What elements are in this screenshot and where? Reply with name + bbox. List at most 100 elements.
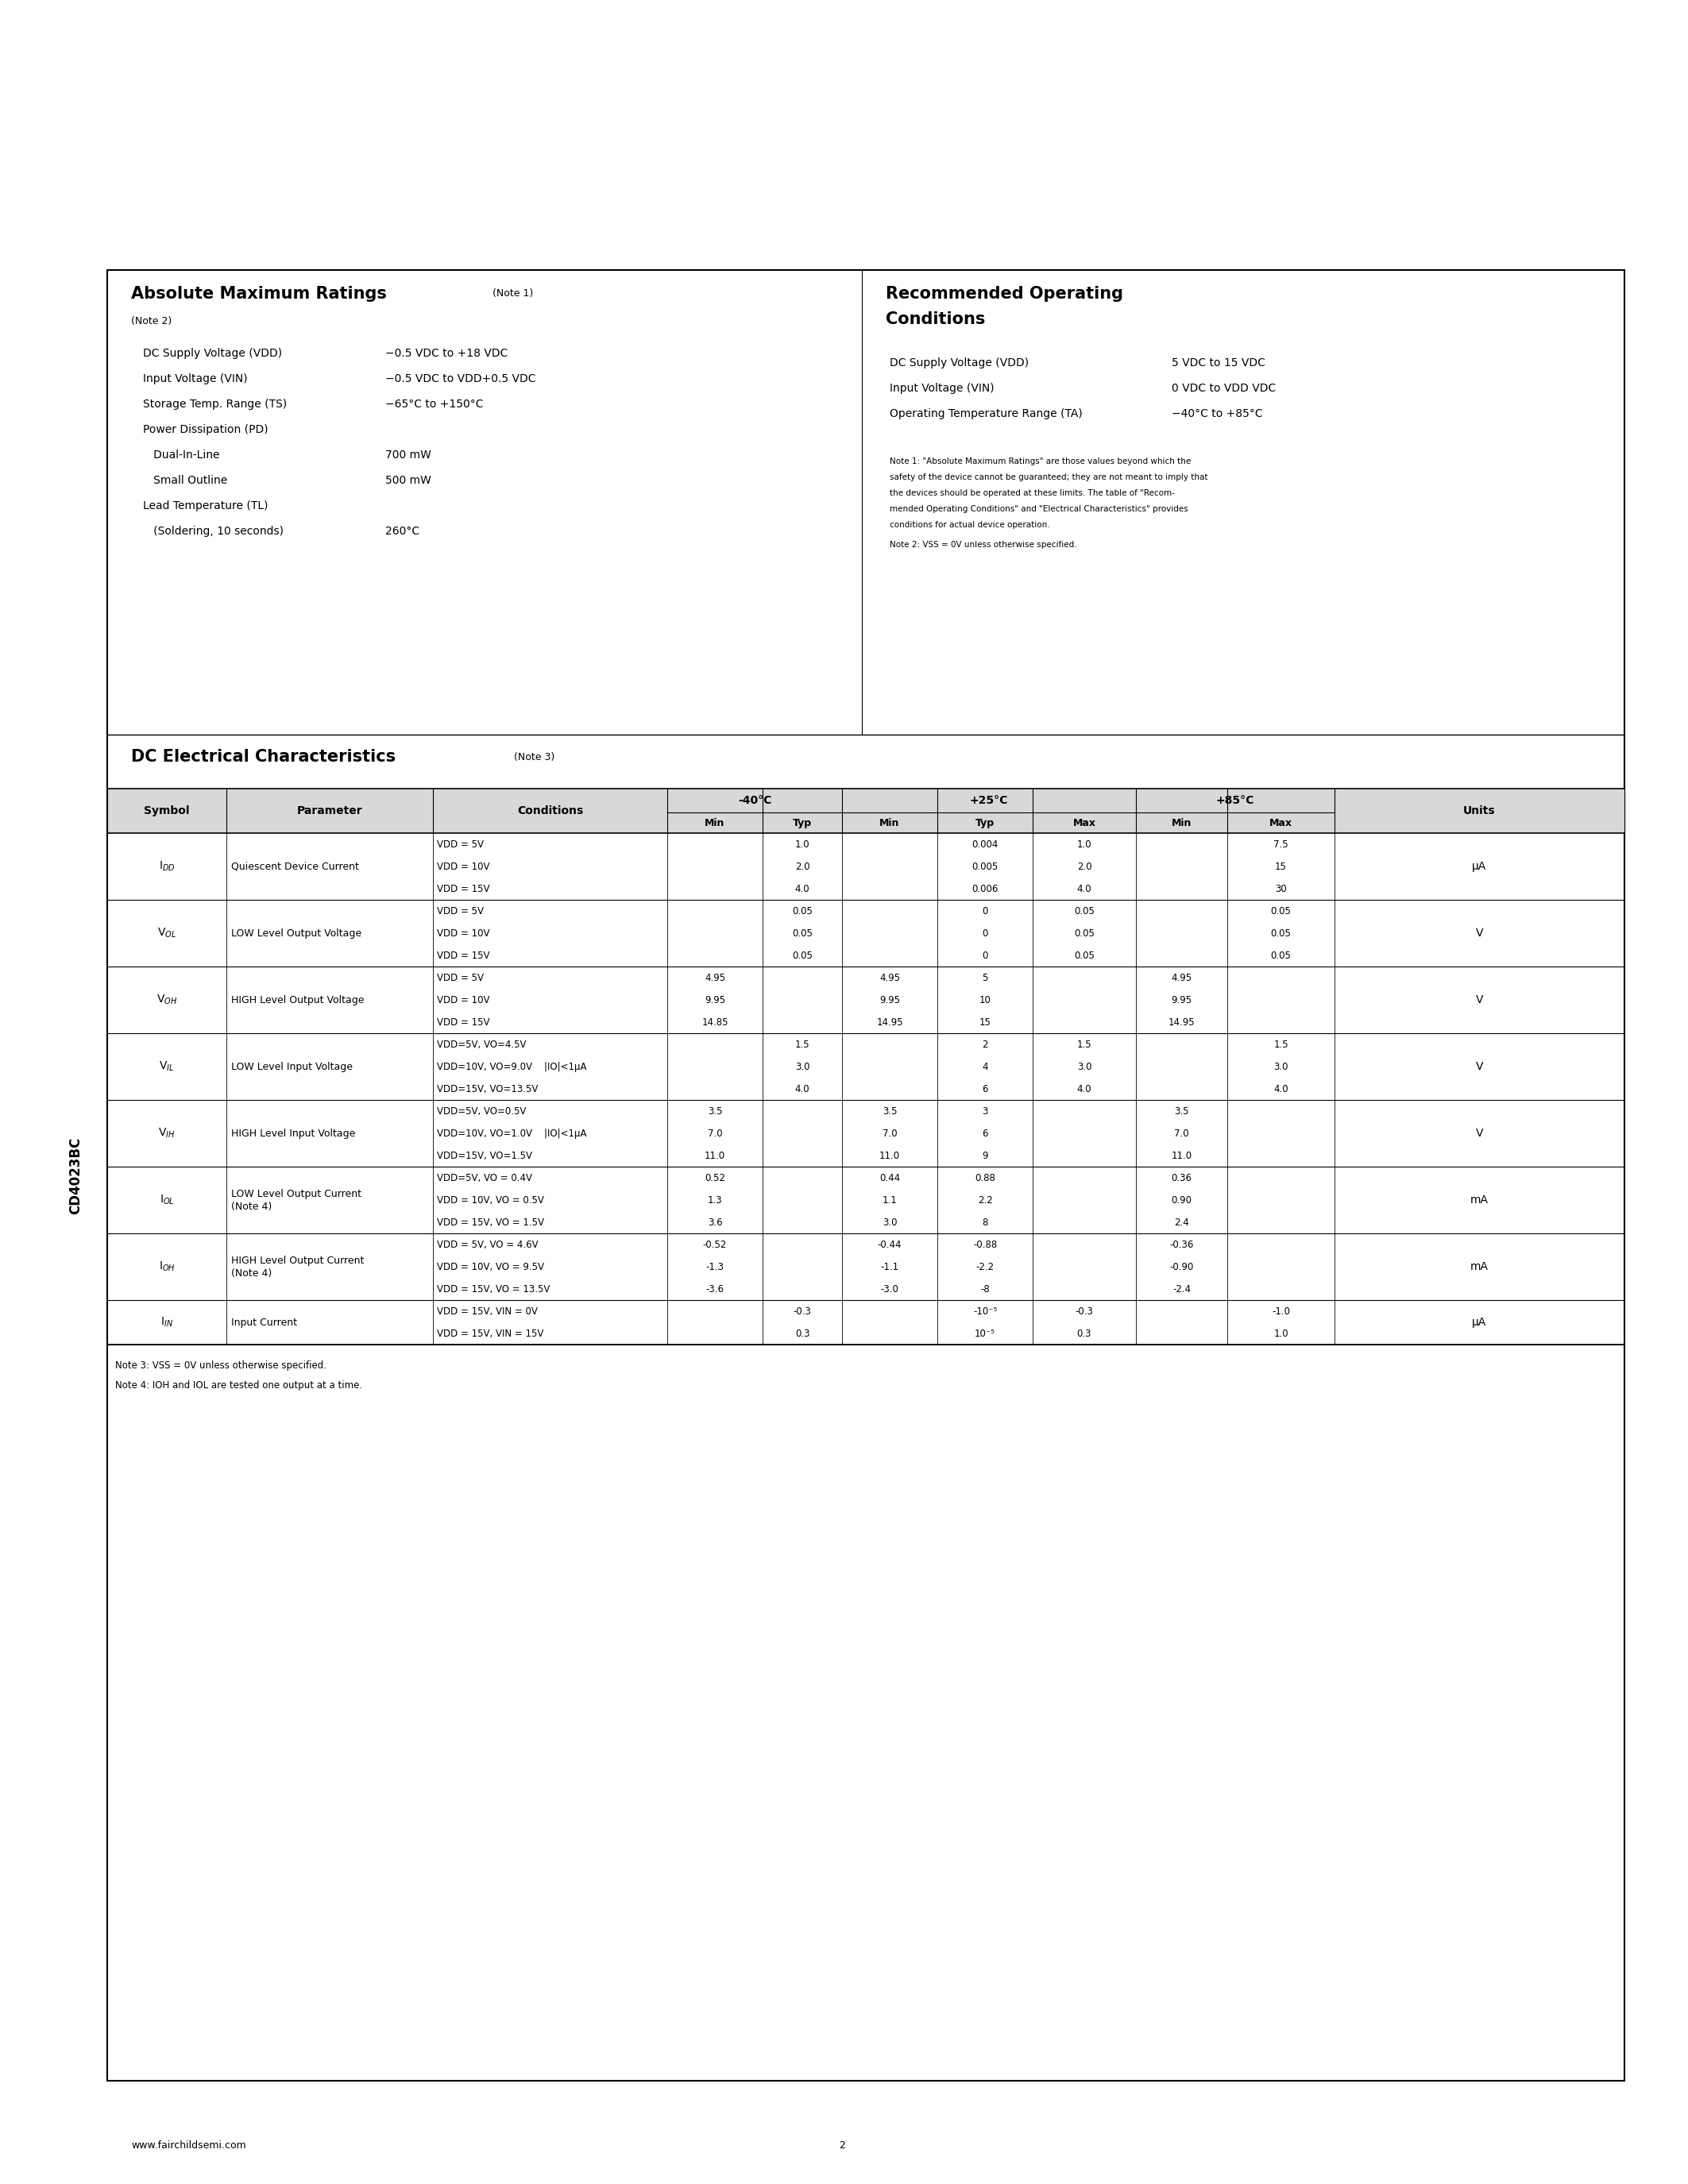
Text: VDD = 15V, VIN = 0V: VDD = 15V, VIN = 0V: [437, 1306, 538, 1317]
Text: 3.0: 3.0: [883, 1216, 896, 1227]
Text: -3.0: -3.0: [881, 1284, 898, 1295]
Text: Operating Temperature Range (TA): Operating Temperature Range (TA): [890, 408, 1082, 419]
Text: 4.0: 4.0: [795, 885, 810, 893]
Text: Note 2: VSS = 0V unless otherwise specified.: Note 2: VSS = 0V unless otherwise specif…: [890, 542, 1077, 548]
Text: 3.6: 3.6: [707, 1216, 722, 1227]
Text: VDD = 15V: VDD = 15V: [437, 1018, 490, 1026]
Text: 11.0: 11.0: [1171, 1151, 1192, 1160]
Text: 2.0: 2.0: [795, 860, 810, 871]
Text: 7.0: 7.0: [883, 1129, 896, 1138]
Text: Power Dissipation (PD): Power Dissipation (PD): [143, 424, 268, 435]
Text: 1.5: 1.5: [1273, 1040, 1288, 1051]
Text: conditions for actual device operation.: conditions for actual device operation.: [890, 522, 1050, 529]
Text: VDD = 10V: VDD = 10V: [437, 928, 490, 939]
Text: Input Voltage (VIN): Input Voltage (VIN): [143, 373, 248, 384]
Text: Min: Min: [879, 817, 900, 828]
Text: VDD = 10V: VDD = 10V: [437, 994, 490, 1005]
Text: 700 mW: 700 mW: [385, 450, 430, 461]
Text: 2.2: 2.2: [977, 1195, 993, 1206]
Text: (Note 4): (Note 4): [231, 1269, 272, 1278]
Text: Typ: Typ: [976, 817, 994, 828]
Text: -0.3: -0.3: [1075, 1306, 1094, 1317]
Text: 260°C: 260°C: [385, 526, 420, 537]
Text: 8: 8: [982, 1216, 987, 1227]
Text: V$_{OH}$: V$_{OH}$: [157, 994, 177, 1007]
Text: 0: 0: [982, 906, 987, 915]
Text: Recommended Operating: Recommended Operating: [886, 286, 1123, 301]
Text: Max: Max: [1074, 817, 1096, 828]
Text: VDD=15V, VO=1.5V: VDD=15V, VO=1.5V: [437, 1151, 532, 1160]
Text: 10: 10: [979, 994, 991, 1005]
Text: HIGH Level Output Current: HIGH Level Output Current: [231, 1256, 365, 1265]
Text: 3.5: 3.5: [1175, 1105, 1188, 1116]
Text: V: V: [1475, 1061, 1484, 1072]
Text: 9.95: 9.95: [1171, 994, 1192, 1005]
Text: CD4023BC: CD4023BC: [68, 1138, 83, 1214]
Text: VDD = 15V, VIN = 15V: VDD = 15V, VIN = 15V: [437, 1328, 544, 1339]
Text: 1.5: 1.5: [1077, 1040, 1092, 1051]
Text: 11.0: 11.0: [879, 1151, 900, 1160]
Text: 9.95: 9.95: [879, 994, 900, 1005]
Text: 0.90: 0.90: [1171, 1195, 1192, 1206]
Text: 0.88: 0.88: [974, 1173, 996, 1184]
Text: V: V: [1475, 994, 1484, 1005]
Text: (Note 4): (Note 4): [231, 1201, 272, 1212]
Text: I$_{DD}$: I$_{DD}$: [159, 860, 176, 874]
Text: 10⁻⁵: 10⁻⁵: [974, 1328, 996, 1339]
Text: VDD=10V, VO=9.0V    |IO|<1μA: VDD=10V, VO=9.0V |IO|<1μA: [437, 1061, 587, 1072]
Text: +25°C: +25°C: [969, 795, 1008, 806]
Text: 9.95: 9.95: [704, 994, 726, 1005]
Text: 0 VDC to VDD VDC: 0 VDC to VDD VDC: [1171, 382, 1276, 393]
Text: HIGH Level Input Voltage: HIGH Level Input Voltage: [231, 1129, 356, 1138]
Text: 4.95: 4.95: [1171, 972, 1192, 983]
Text: VDD = 5V, VO = 4.6V: VDD = 5V, VO = 4.6V: [437, 1238, 538, 1249]
Text: Conditions: Conditions: [517, 806, 582, 817]
Text: Units: Units: [1463, 806, 1496, 817]
Text: 15: 15: [979, 1018, 991, 1026]
Text: 0.44: 0.44: [879, 1173, 900, 1184]
Text: (Note 1): (Note 1): [493, 288, 533, 299]
Text: -2.2: -2.2: [976, 1262, 994, 1271]
Text: +85°C: +85°C: [1215, 795, 1254, 806]
Text: (Soldering, 10 seconds): (Soldering, 10 seconds): [143, 526, 284, 537]
Text: 2.0: 2.0: [1077, 860, 1092, 871]
Text: VDD = 5V: VDD = 5V: [437, 906, 484, 915]
Text: Lead Temperature (TL): Lead Temperature (TL): [143, 500, 268, 511]
Text: DC Supply Voltage (VDD): DC Supply Voltage (VDD): [890, 358, 1028, 369]
Text: VDD=15V, VO=13.5V: VDD=15V, VO=13.5V: [437, 1083, 538, 1094]
Text: 0.05: 0.05: [792, 928, 812, 939]
Text: I$_{IN}$: I$_{IN}$: [160, 1315, 174, 1328]
Text: 1.3: 1.3: [707, 1195, 722, 1206]
Text: Symbol: Symbol: [143, 806, 189, 817]
Text: 0.3: 0.3: [795, 1328, 810, 1339]
Text: VDD = 10V, VO = 9.5V: VDD = 10V, VO = 9.5V: [437, 1262, 544, 1271]
Text: -0.90: -0.90: [1170, 1262, 1193, 1271]
Text: μA: μA: [1472, 860, 1487, 871]
Bar: [108, 788, 1624, 832]
Text: 15: 15: [1274, 860, 1286, 871]
Text: 1.0: 1.0: [1273, 1328, 1288, 1339]
Text: -1.3: -1.3: [706, 1262, 724, 1271]
Text: 30: 30: [1274, 885, 1286, 893]
Text: -1.0: -1.0: [1271, 1306, 1290, 1317]
Text: -40°C: -40°C: [738, 795, 771, 806]
Text: VDD = 5V: VDD = 5V: [437, 839, 484, 850]
Text: Min: Min: [1171, 817, 1192, 828]
Text: 0.36: 0.36: [1171, 1173, 1192, 1184]
Text: 4.0: 4.0: [1077, 1083, 1092, 1094]
Text: I$_{OH}$: I$_{OH}$: [159, 1260, 176, 1273]
Text: LOW Level Output Current: LOW Level Output Current: [231, 1188, 361, 1199]
Text: 3.0: 3.0: [1077, 1061, 1092, 1072]
Text: 1.5: 1.5: [795, 1040, 810, 1051]
Text: Input Current: Input Current: [231, 1317, 297, 1328]
Text: 0.006: 0.006: [972, 885, 998, 893]
Text: V$_{IH}$: V$_{IH}$: [159, 1127, 176, 1140]
Text: -0.52: -0.52: [702, 1238, 728, 1249]
Text: 1.0: 1.0: [1077, 839, 1092, 850]
Text: (Note 2): (Note 2): [132, 317, 172, 325]
Text: 14.95: 14.95: [1168, 1018, 1195, 1026]
Text: 3.5: 3.5: [707, 1105, 722, 1116]
Text: 0: 0: [982, 928, 987, 939]
Text: 4.95: 4.95: [879, 972, 900, 983]
Text: LOW Level Output Voltage: LOW Level Output Voltage: [231, 928, 361, 939]
